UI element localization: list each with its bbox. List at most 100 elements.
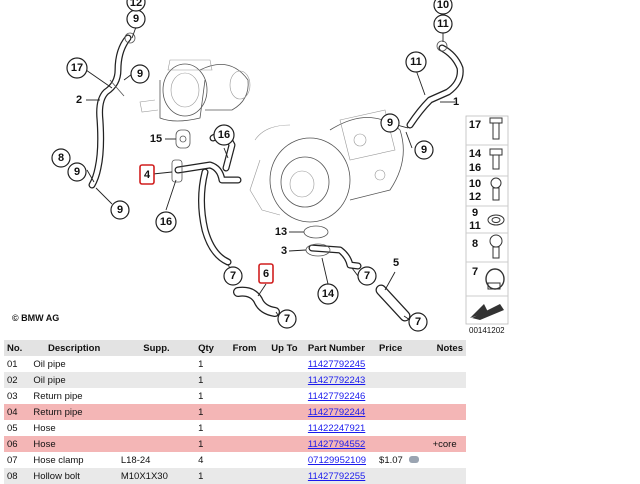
callout-7c[interactable]: 7: [223, 266, 243, 286]
header-price: Price: [376, 340, 424, 356]
callout-9[interactable]: 9: [126, 9, 146, 29]
cell-qty: 1: [198, 390, 204, 402]
callout-7d[interactable]: 7: [277, 309, 297, 329]
part-number-link[interactable]: 11427792246: [307, 390, 366, 402]
cell-description: Oil pipe: [33, 358, 66, 370]
part-number-link[interactable]: 11427792244: [307, 406, 366, 418]
svg-text:11: 11: [410, 56, 422, 68]
svg-text:4: 4: [144, 169, 151, 181]
label-2: 2: [76, 94, 82, 106]
callout-7b[interactable]: 7: [408, 312, 428, 332]
callout-11b[interactable]: 11: [405, 51, 427, 73]
part-number-link[interactable]: 11422247921: [307, 422, 366, 434]
table-row: 07 Hose clamp L18-24 4 07129952109 $1.07: [4, 452, 466, 468]
cell-from: [229, 436, 269, 452]
cell-up-to: [268, 468, 305, 484]
cell-up-to: [268, 388, 305, 404]
svg-text:1: 1: [453, 96, 459, 108]
cell-supp: [117, 436, 196, 452]
svg-text:10: 10: [437, 0, 449, 11]
cell-description: Hose clamp: [33, 454, 84, 466]
copyright-label: © BMW AG: [12, 313, 59, 323]
table-row-highlighted: 06 Hose 1 11427794552 +core: [4, 436, 466, 452]
svg-text:12: 12: [469, 191, 481, 203]
svg-text:15: 15: [150, 133, 162, 145]
header-from: From: [229, 340, 269, 356]
cell-from: [229, 372, 269, 388]
svg-text:11: 11: [469, 220, 481, 232]
callout-11[interactable]: 11: [433, 14, 453, 34]
cell-supp: L18-24: [120, 454, 151, 466]
parts-table-container: No. Description Supp. Qty From Up To Par…: [4, 340, 466, 484]
legend-hose-clamp-icon: [485, 268, 505, 290]
part-number-link[interactable]: 07129952109: [307, 454, 367, 466]
legend-seal-ring-icon: [487, 214, 505, 226]
callout-9c[interactable]: 9: [380, 113, 400, 133]
table-row: 01 Oil pipe 1 11427792245: [4, 356, 466, 372]
cell-part-number: 11427794552: [304, 436, 377, 452]
cell-supp: [118, 388, 195, 404]
svg-text:9: 9: [421, 144, 427, 156]
callout-12[interactable]: 12: [126, 0, 146, 12]
cell-qty: 1: [195, 436, 230, 452]
cell-no: 02: [4, 372, 31, 388]
price-value: $1.07: [379, 454, 403, 466]
cell-description: Hollow bolt: [30, 468, 118, 484]
header-supp: Supp.: [117, 340, 196, 356]
label-5: 5: [393, 257, 399, 269]
cell-no: 06: [4, 436, 31, 452]
cell-description: Hose: [30, 436, 118, 452]
callout-6-highlighted[interactable]: 6: [258, 263, 274, 284]
callout-8[interactable]: 8: [51, 148, 71, 168]
return-pipe-4: [171, 131, 242, 266]
part-number-link[interactable]: 11427794552: [307, 438, 366, 450]
header-no: No.: [4, 340, 31, 356]
cell-part-number: 11422247921: [305, 420, 376, 436]
callout-9d[interactable]: 9: [414, 140, 434, 160]
cell-price: [376, 388, 423, 404]
svg-text:17: 17: [469, 119, 481, 131]
callout-4-highlighted[interactable]: 4: [139, 164, 155, 185]
cell-description: Hose: [33, 422, 56, 434]
cell-from: [230, 452, 269, 468]
cell-price: [376, 404, 424, 420]
cell-supp: [117, 404, 196, 420]
svg-text:16: 16: [469, 162, 481, 174]
svg-text:7: 7: [284, 313, 290, 325]
cell-price: [376, 356, 423, 372]
callout-9e[interactable]: 9: [67, 162, 87, 182]
callout-10[interactable]: 10: [433, 0, 453, 15]
cell-qty: 1: [198, 422, 204, 434]
part-number-link[interactable]: 11427792255: [307, 470, 366, 482]
svg-text:7: 7: [415, 316, 421, 328]
parts-table: No. Description Supp. Qty From Up To Par…: [4, 340, 466, 484]
table-header-row: No. Description Supp. Qty From Up To Par…: [4, 340, 466, 356]
legend-bolt-17-icon: [489, 117, 503, 140]
cell-price: [376, 436, 424, 452]
svg-text:9: 9: [387, 117, 393, 129]
callout-16b[interactable]: 16: [155, 211, 177, 233]
cell-no: 03: [7, 390, 18, 402]
cart-icon[interactable]: [409, 456, 420, 464]
callout-9b[interactable]: 9: [130, 64, 150, 84]
cell-notes: [423, 388, 466, 404]
svg-text:9: 9: [133, 13, 139, 25]
cell-up-to: [268, 356, 305, 372]
hose-6: [233, 286, 280, 317]
callout-9f[interactable]: 9: [110, 200, 130, 220]
cell-notes: +core: [423, 436, 466, 452]
callout-14[interactable]: 14: [317, 283, 339, 305]
cell-notes: [423, 404, 466, 420]
callout-17[interactable]: 17: [66, 57, 88, 79]
label-15: 15: [150, 133, 162, 145]
cell-qty: 1: [195, 468, 230, 484]
part-number-link[interactable]: 11427792245: [307, 358, 366, 370]
part-number-link[interactable]: 11427792243: [307, 374, 366, 386]
callout-7a[interactable]: 7: [357, 266, 377, 286]
header-up-to: Up To: [268, 340, 305, 356]
cell-description: Return pipe: [33, 390, 83, 402]
cell-qty: 1: [195, 404, 230, 420]
legend-panel: 17 14 16 10 12 9 11 8 7: [465, 115, 509, 325]
callout-16[interactable]: 16: [213, 124, 235, 146]
cell-no: 05: [7, 422, 18, 434]
